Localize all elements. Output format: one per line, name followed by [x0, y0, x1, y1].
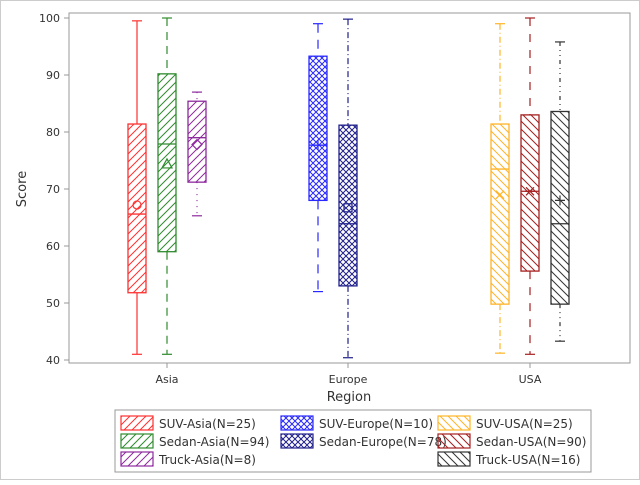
mean-marker	[525, 186, 535, 196]
legend-swatch	[280, 433, 314, 449]
iqr-box	[490, 123, 510, 305]
x-tick-label: Asia	[155, 373, 178, 386]
mean-marker	[132, 200, 142, 210]
x-axis-label: Region	[327, 390, 372, 405]
mean-marker	[160, 157, 174, 169]
box-sedan-usa	[520, 17, 540, 355]
legend-item: Sedan-Europe(N=78)	[280, 433, 447, 449]
plot-frame	[68, 12, 631, 364]
box-suv-europe	[308, 23, 328, 293]
legend-item: SUV-Asia(N=25)	[120, 415, 256, 431]
legend-item: SUV-Europe(N=10)	[280, 415, 433, 431]
x-tick-label: Europe	[329, 373, 368, 386]
y-tick-label: 70	[46, 183, 60, 196]
y-tick-label: 80	[46, 126, 60, 139]
legend-swatch	[437, 433, 471, 449]
legend-item: Sedan-USA(N=90)	[437, 433, 586, 449]
legend-label: SUV-Asia(N=25)	[159, 417, 256, 431]
y-axis-label: Score	[15, 171, 30, 207]
legend-item: Truck-Asia(N=8)	[120, 451, 256, 467]
y-tick-label: 90	[46, 69, 60, 82]
box-sedan-asia	[157, 17, 177, 355]
legend-swatch	[120, 433, 154, 449]
legend-swatch	[120, 415, 154, 431]
mean-marker	[191, 138, 203, 151]
legend-label: Truck-Asia(N=8)	[158, 453, 256, 467]
box-truck-asia	[187, 91, 207, 217]
iqr-box	[187, 100, 207, 183]
legend-item: Sedan-Asia(N=94)	[120, 433, 269, 449]
box-suv-asia	[127, 20, 147, 355]
mean-marker	[555, 195, 565, 206]
box-truck-usa	[550, 41, 570, 342]
iqr-box	[338, 124, 358, 287]
y-tick-label: 50	[46, 297, 60, 310]
iqr-box	[520, 114, 540, 272]
legend-item: SUV-USA(N=25)	[437, 415, 573, 431]
legend-label: Truck-USA(N=16)	[475, 453, 580, 467]
iqr-box	[157, 73, 177, 253]
box-suv-usa	[490, 23, 510, 354]
box-sedan-europe	[338, 18, 358, 359]
legend-label: SUV-Europe(N=10)	[319, 417, 433, 431]
legend-swatch	[437, 451, 471, 467]
legend-swatch	[120, 451, 154, 467]
legend-label: SUV-USA(N=25)	[476, 417, 573, 431]
x-tick-label: USA	[519, 373, 542, 386]
iqr-box	[308, 55, 328, 202]
iqr-box	[550, 110, 570, 305]
legend-label: Sedan-Asia(N=94)	[159, 435, 269, 449]
mean-marker	[495, 190, 505, 200]
legend-label: Sedan-Europe(N=78)	[319, 435, 447, 449]
mean-marker	[343, 203, 353, 213]
y-tick-label: 40	[46, 354, 60, 367]
legend-label: Sedan-USA(N=90)	[476, 435, 586, 449]
legend-swatch	[280, 415, 314, 431]
y-tick-label: 60	[46, 240, 60, 253]
legend	[114, 409, 592, 473]
mean-marker	[313, 140, 323, 151]
legend-item: Truck-USA(N=16)	[437, 451, 580, 467]
legend-swatch	[437, 415, 471, 431]
y-tick-label: 100	[39, 12, 60, 25]
